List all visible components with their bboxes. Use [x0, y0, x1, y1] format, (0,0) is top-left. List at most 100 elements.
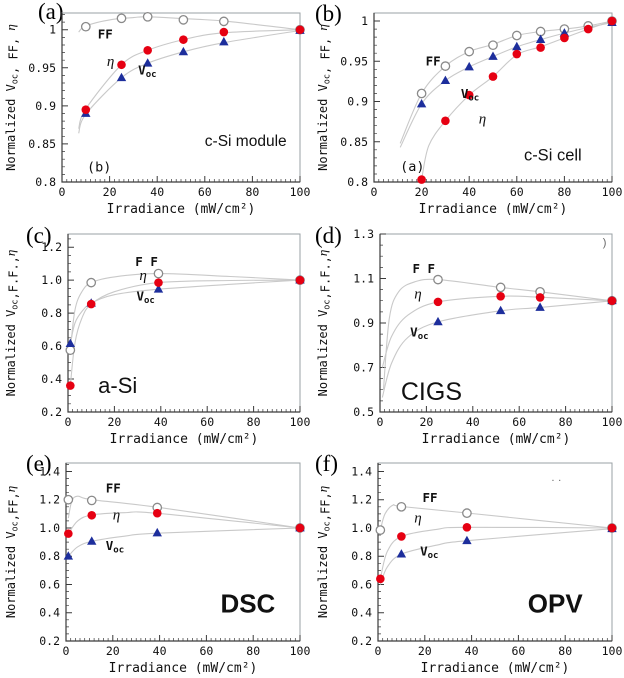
y-tick-label: 0.4 — [39, 606, 60, 620]
x-tick-label: 40 — [466, 415, 480, 429]
inner-panel-tag: (b) — [87, 160, 111, 176]
y-tick-label: 0.8 — [35, 175, 56, 189]
eta-marker — [295, 523, 305, 533]
x-tick-label: 100 — [290, 185, 311, 199]
eta-marker — [512, 49, 522, 59]
ff-marker — [375, 525, 386, 535]
y-tick-label: 0.2 — [41, 405, 62, 419]
ff-curve — [399, 20, 613, 144]
y-tick-label: 0.4 — [351, 606, 372, 620]
y-tick-label: 0.9 — [35, 99, 56, 113]
ff-series-label: FF — [422, 490, 437, 505]
x-axis-label: Irradiance (mW/cm²) — [419, 202, 568, 217]
x-tick-label: 60 — [198, 185, 212, 199]
major-ticks — [61, 29, 301, 183]
voc-marker — [462, 535, 472, 545]
panel-c-letter: (c) — [26, 223, 52, 248]
eta-marker — [417, 175, 426, 184]
ff-marker — [63, 494, 74, 505]
eta-marker — [179, 35, 188, 44]
voc-marker — [178, 46, 189, 56]
eta-marker — [143, 46, 152, 55]
y-tick-label: 1 — [49, 23, 56, 37]
ff-series-label: FF — [98, 27, 113, 42]
y-tick-label: 0.8 — [347, 175, 368, 189]
voc-marker — [219, 36, 229, 46]
x-tick-label: 40 — [154, 415, 168, 429]
eta-marker — [64, 529, 73, 538]
voc-marker — [65, 338, 76, 348]
y-tick-label: 0.5 — [353, 405, 374, 419]
x-tick-label: 80 — [557, 185, 571, 199]
y-tick-label: 0.8 — [41, 306, 62, 320]
voc-series-label: Voc — [461, 86, 479, 104]
y-tick-label: 0.6 — [41, 339, 62, 353]
eta-marker — [397, 532, 406, 541]
eta-marker — [295, 25, 305, 35]
voc-marker — [488, 51, 498, 60]
panel-b: (b) 0 20 40 60 80 100 0.8 0.85 0.9 0.95 1 Irradianc… — [312, 0, 624, 222]
x-tick-label: 40 — [462, 185, 476, 199]
voc-curve — [399, 22, 613, 148]
eta-marker — [607, 16, 617, 26]
panel-b-plot: 0 20 40 60 80 100 0.8 0.85 0.9 0.95 1 Irradiance (m… — [315, 12, 622, 217]
x-tick-label: 60 — [199, 644, 213, 658]
x-axis-label: Irradiance (mW/cm²) — [110, 432, 259, 447]
voc-curve — [67, 527, 301, 557]
x-tick-label: 80 — [558, 644, 572, 658]
panel-a-plot: 0 20 40 60 80 100 0.8 0.85 0.9 0.95 1 Irradiance (m… — [3, 11, 311, 217]
ff-marker — [86, 495, 97, 506]
ff-series-label: F F — [135, 254, 158, 269]
y-tick-label: 1.4 — [39, 464, 60, 478]
x-tick-label: 80 — [559, 415, 573, 429]
ff-marker — [396, 501, 407, 512]
voc-marker — [512, 41, 522, 51]
ff-marker — [218, 16, 229, 27]
y-axis-label: Normalized Voc, FF, η — [315, 24, 333, 171]
voc-series-label: Voc — [138, 62, 156, 80]
panel-e: (e) 0 20 40 60 80 100 0.2 0.4 0.6 0.8 1.0 1.2 1.4 Irr… — [0, 450, 312, 678]
y-tick-label: 0.85 — [28, 137, 56, 151]
y-axis-label: Normalized Voc,FF,η — [3, 486, 21, 618]
panel-b-letter: (b) — [315, 1, 342, 26]
y-tick-label: 1.2 — [351, 493, 372, 507]
y-tick-label: 1.0 — [351, 521, 372, 535]
y-axis-label: Normalized Voc, FF, η — [3, 24, 21, 171]
device-label: c-Si cell — [524, 147, 582, 165]
eta-marker — [607, 296, 617, 306]
ff-marker — [440, 61, 451, 71]
ff-curve — [67, 495, 301, 529]
x-tick-label: 0 — [375, 644, 382, 658]
eta-series-label: η — [414, 287, 421, 303]
eta-marker — [219, 27, 229, 37]
x-tick-label: 80 — [245, 185, 259, 199]
y-tick-label: 0.7 — [353, 361, 374, 375]
eta-marker — [464, 90, 474, 100]
voc-marker — [416, 98, 427, 108]
ff-marker — [65, 345, 76, 356]
ff-marker — [511, 30, 522, 41]
y-tick-label: 0.2 — [39, 634, 60, 648]
eta-marker — [607, 523, 617, 533]
eta-marker — [462, 522, 472, 532]
x-tick-label: 0 — [63, 644, 70, 658]
ff-marker — [178, 15, 189, 25]
y-tick-label: 0.95 — [28, 61, 56, 75]
x-tick-label: 100 — [602, 644, 623, 658]
eta-marker — [152, 508, 162, 518]
y-tick-label: 0.4 — [41, 372, 62, 386]
y-tick-label: 1 — [361, 14, 368, 28]
panel-a: (a) 0 20 40 60 80 100 0.8 0.85 0.9 0.95 1 Irradianc… — [0, 0, 312, 222]
x-tick-label: 0 — [59, 185, 66, 199]
y-tick-label: 1.0 — [39, 521, 60, 535]
ff-marker — [416, 88, 427, 99]
x-tick-label: 20 — [107, 415, 121, 429]
device-label: OPV — [528, 589, 584, 619]
x-tick-label: 0 — [371, 185, 378, 199]
eta-marker — [376, 574, 385, 584]
voc-marker — [116, 72, 127, 82]
voc-marker — [152, 527, 162, 537]
x-tick-label: 60 — [510, 185, 524, 199]
x-tick-label: 100 — [602, 415, 623, 429]
